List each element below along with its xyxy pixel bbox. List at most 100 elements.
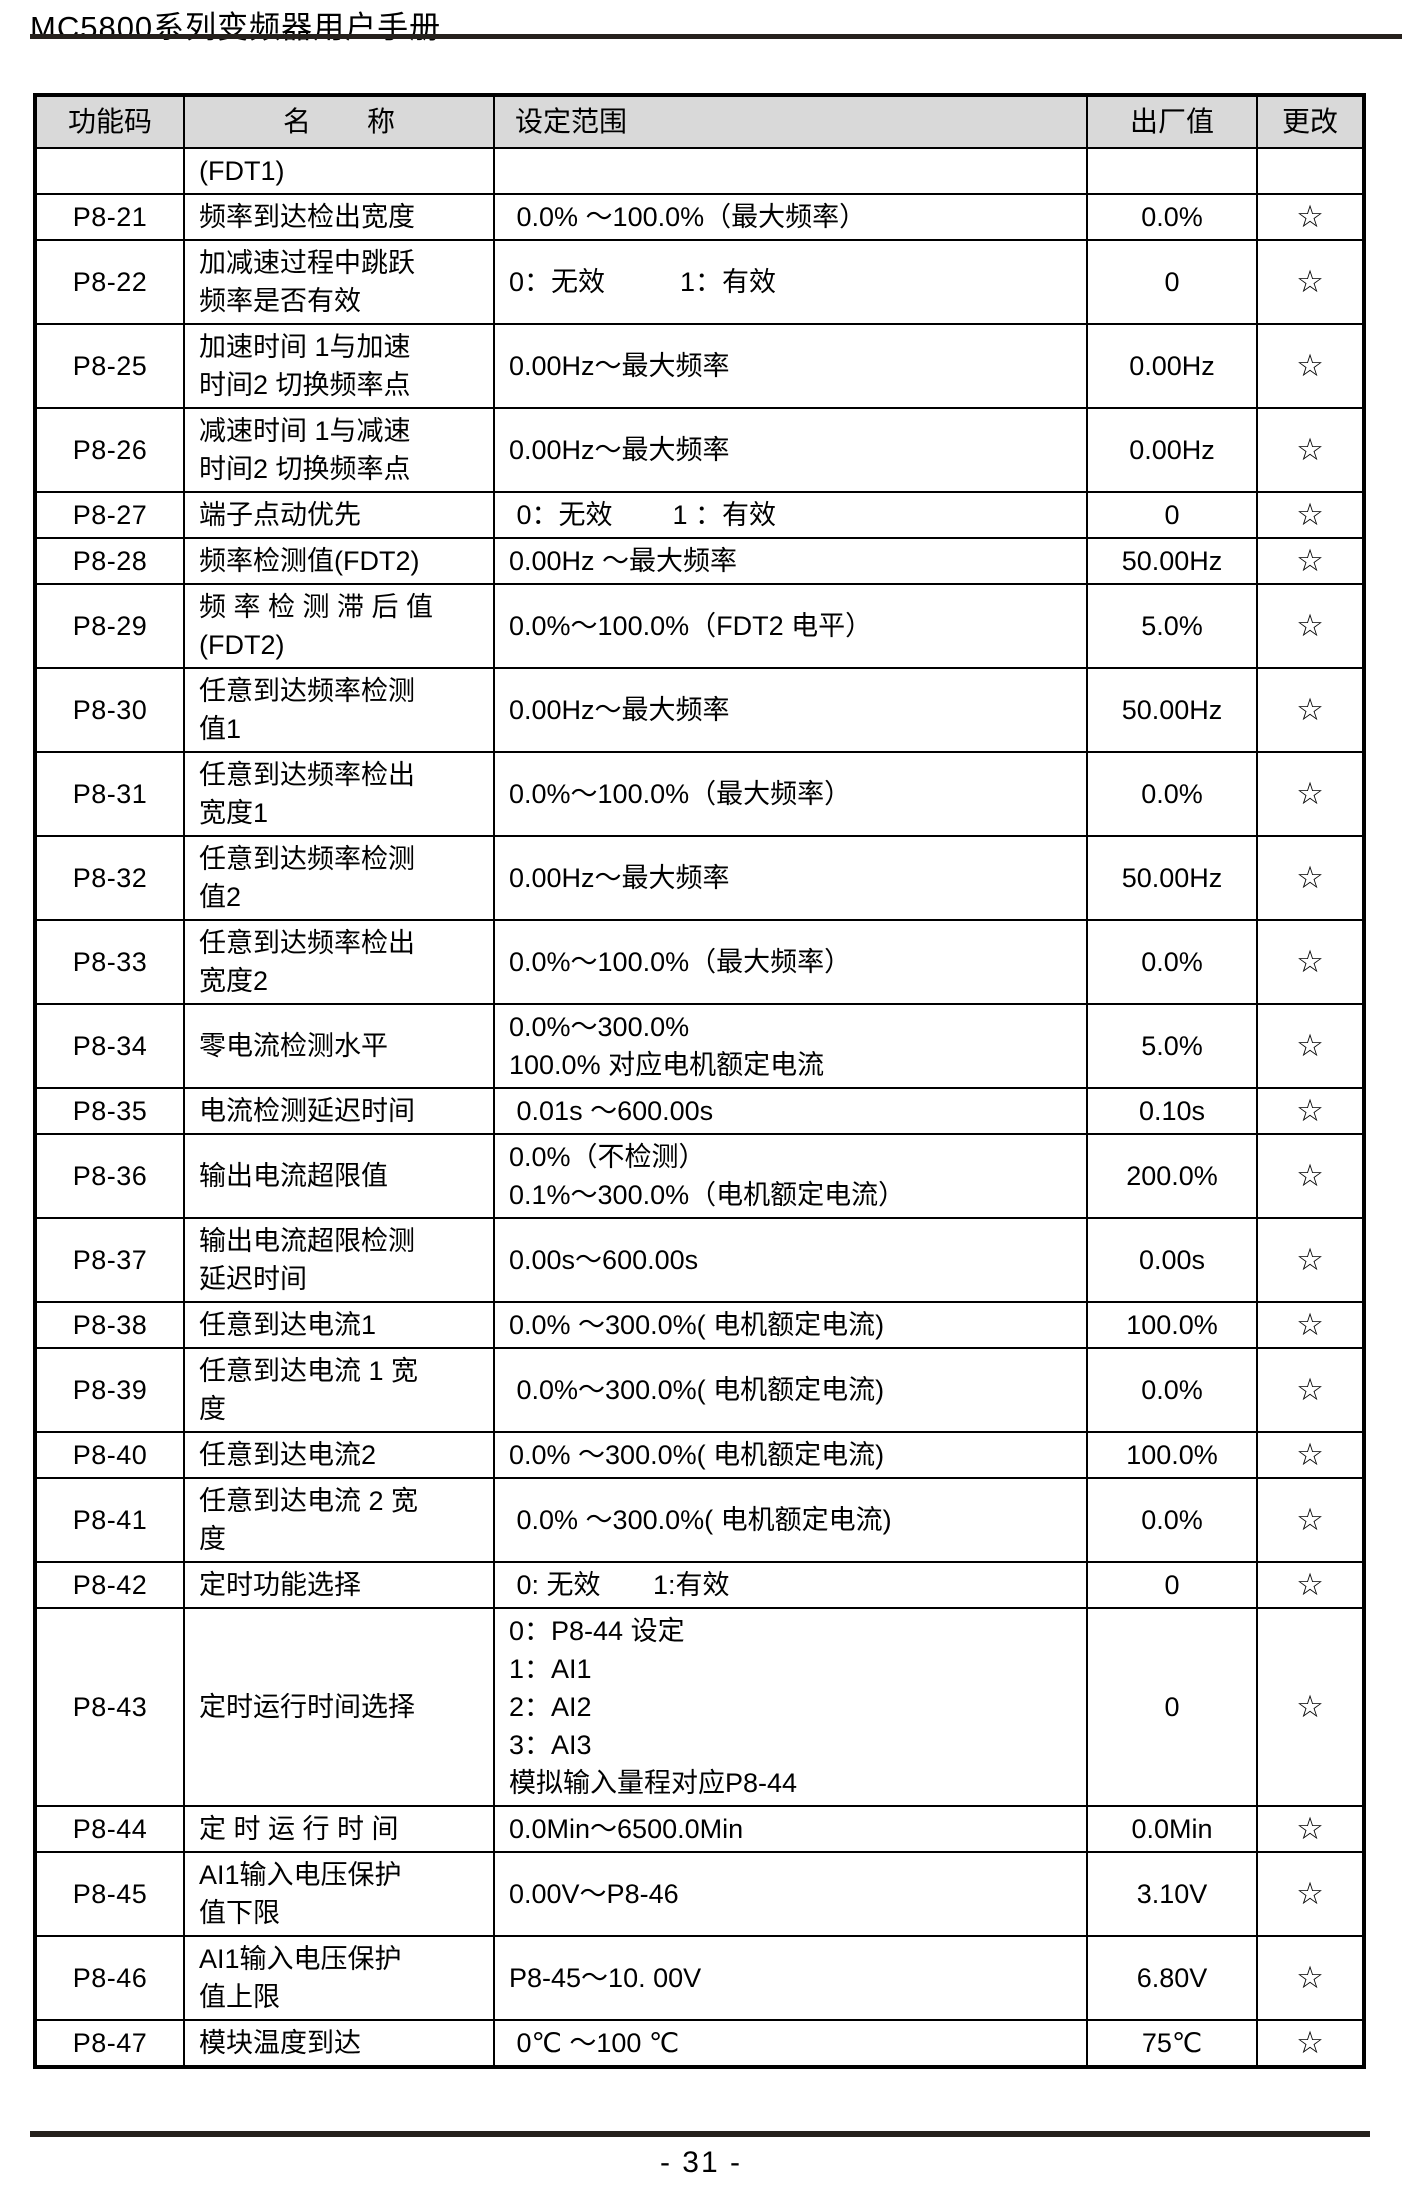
cell-factory-default: 3.10V	[1086, 1851, 1258, 1937]
cell-name: 定 时 运 行 时 间	[183, 1805, 495, 1853]
cell-factory-default: 0.0%	[1086, 1347, 1258, 1433]
cell-setting-range: P8-45～10. 00V	[493, 1935, 1088, 2021]
cell-factory-default: 0.0%	[1086, 193, 1258, 241]
cell-name: 频率检测值(FDT2)	[183, 537, 495, 585]
cell-name: 任意到达电流 1 宽 度	[183, 1347, 495, 1433]
cell-setting-range: 0.0%（不检测） 0.1%～300.0%（电机额定电流）	[493, 1133, 1088, 1219]
cell-factory-default: 0.00Hz	[1086, 407, 1258, 493]
cell-change-star: ☆	[1256, 491, 1365, 539]
cell-change-star: ☆	[1256, 1477, 1365, 1563]
cell-factory-default: 0.00Hz	[1086, 323, 1258, 409]
cell-function-code: P8-25	[34, 323, 185, 409]
cell-change-star: ☆	[1256, 1133, 1365, 1219]
cell-setting-range: 0.0%～300.0%( 电机额定电流)	[493, 1347, 1088, 1433]
cell-factory-default: 0.10s	[1086, 1087, 1258, 1135]
cell-function-code: P8-44	[34, 1805, 185, 1853]
cell-factory-default: 100.0%	[1086, 1301, 1258, 1349]
table-row: P8-38 任意到达电流1 0.0% ～300.0%( 电机额定电流) 100.…	[34, 1301, 1365, 1349]
table-row: P8-37 输出电流超限检测 延迟时间 0.00s～600.00s 0.00s …	[34, 1217, 1365, 1303]
header-factory-default: 出厂值	[1086, 94, 1258, 149]
cell-factory-default: 0	[1086, 1561, 1258, 1609]
cell-change-star: ☆	[1256, 407, 1365, 493]
cell-function-code: P8-42	[34, 1561, 185, 1609]
cell-name: 输出电流超限检测 延迟时间	[183, 1217, 495, 1303]
header-function-code: 功能码	[34, 94, 185, 149]
cell-setting-range: 0.00Hz～最大频率	[493, 835, 1088, 921]
cell-name: 减速时间 1与减速 时间2 切换频率点	[183, 407, 495, 493]
cell-name: 任意到达频率检出 宽度2	[183, 919, 495, 1005]
cell-name: 电流检测延迟时间	[183, 1087, 495, 1135]
cell-setting-range: 0：无效 1：有效	[493, 239, 1088, 325]
table-row: P8-21 频率到达检出宽度 0.0% ～100.0%（最大频率） 0.0% ☆	[34, 193, 1365, 241]
cell-change-star: ☆	[1256, 1003, 1365, 1089]
cell-setting-range: 0: 无效 1:有效	[493, 1561, 1088, 1609]
cell-change-star: ☆	[1256, 193, 1365, 241]
cell-name: 任意到达电流 2 宽 度	[183, 1477, 495, 1563]
cell-function-code: P8-26	[34, 407, 185, 493]
cell-change-star: ☆	[1256, 1087, 1365, 1135]
cell-factory-default: 100.0%	[1086, 1431, 1258, 1479]
cell-function-code: P8-38	[34, 1301, 185, 1349]
cell-factory-default: 50.00Hz	[1086, 537, 1258, 585]
cell-setting-range: 0.0%～100.0%（最大频率）	[493, 919, 1088, 1005]
cell-factory-default: 5.0%	[1086, 1003, 1258, 1089]
cell-function-code: P8-27	[34, 491, 185, 539]
table-row: P8-41 任意到达电流 2 宽 度 0.0% ～300.0%( 电机额定电流)…	[34, 1477, 1365, 1563]
table-row: P8-30 任意到达频率检测 值1 0.00Hz～最大频率 50.00Hz ☆	[34, 667, 1365, 753]
cell-function-code: P8-41	[34, 1477, 185, 1563]
footer-rule	[30, 2131, 1370, 2137]
cell-factory-default: 6.80V	[1086, 1935, 1258, 2021]
table-row: P8-28 频率检测值(FDT2) 0.00Hz ～最大频率 50.00Hz ☆	[34, 537, 1365, 585]
cell-name: 加速时间 1与加速 时间2 切换频率点	[183, 323, 495, 409]
cell-factory-default	[1086, 147, 1258, 195]
cell-factory-default: 200.0%	[1086, 1133, 1258, 1219]
cell-function-code: P8-28	[34, 537, 185, 585]
cell-setting-range: 0.0%～300.0% 100.0% 对应电机额定电流	[493, 1003, 1088, 1089]
cell-name: AI1输入电压保护 值上限	[183, 1935, 495, 2021]
cell-change-star: ☆	[1256, 1935, 1365, 2021]
cell-name: 任意到达频率检测 值1	[183, 667, 495, 753]
cell-setting-range: 0.0% ～300.0%( 电机额定电流)	[493, 1431, 1088, 1479]
header-rule	[30, 34, 1402, 39]
cell-setting-range: 0℃ ～100 ℃	[493, 2019, 1088, 2068]
cell-name: 频率到达检出宽度	[183, 193, 495, 241]
header-change: 更改	[1256, 94, 1365, 149]
table-row: P8-40 任意到达电流2 0.0% ～300.0%( 电机额定电流) 100.…	[34, 1431, 1365, 1479]
cell-change-star: ☆	[1256, 1347, 1365, 1433]
cell-factory-default: 0	[1086, 1607, 1258, 1807]
cell-factory-default: 0.0%	[1086, 1477, 1258, 1563]
cell-name: 任意到达电流1	[183, 1301, 495, 1349]
cell-name: 模块温度到达	[183, 2019, 495, 2068]
cell-setting-range: 0：P8-44 设定 1：AI1 2：AI2 3：AI3 模拟输入量程对应P8-…	[493, 1607, 1088, 1807]
cell-change-star: ☆	[1256, 835, 1365, 921]
table-row: P8-45 AI1输入电压保护 值下限 0.00V～P8-46 3.10V ☆	[34, 1851, 1365, 1937]
cell-function-code: P8-46	[34, 1935, 185, 2021]
header-row: 功能码 名 称 设定范围 出厂值 更改	[34, 94, 1365, 149]
table-row: (FDT1)	[34, 147, 1365, 195]
cell-factory-default: 75℃	[1086, 2019, 1258, 2068]
table-row: P8-35 电流检测延迟时间 0.01s ～600.00s 0.10s ☆	[34, 1087, 1365, 1135]
cell-function-code: P8-34	[34, 1003, 185, 1089]
cell-name: 加减速过程中跳跃 频率是否有效	[183, 239, 495, 325]
cell-change-star: ☆	[1256, 751, 1365, 837]
cell-change-star: ☆	[1256, 239, 1365, 325]
table-row: P8-36 输出电流超限值 0.0%（不检测） 0.1%～300.0%（电机额定…	[34, 1133, 1365, 1219]
cell-setting-range: 0.00Hz～最大频率	[493, 667, 1088, 753]
cell-function-code: P8-47	[34, 2019, 185, 2068]
table-row: P8-25 加速时间 1与加速 时间2 切换频率点 0.00Hz～最大频率 0.…	[34, 323, 1365, 409]
table-row: P8-43 定时运行时间选择 0：P8-44 设定 1：AI1 2：AI2 3：…	[34, 1607, 1365, 1807]
cell-change-star	[1256, 147, 1365, 195]
cell-function-code: P8-35	[34, 1087, 185, 1135]
cell-function-code: P8-40	[34, 1431, 185, 1479]
table-row: P8-26 减速时间 1与减速 时间2 切换频率点 0.00Hz～最大频率 0.…	[34, 407, 1365, 493]
cell-function-code: P8-21	[34, 193, 185, 241]
cell-setting-range: 0.0% ～300.0%( 电机额定电流)	[493, 1301, 1088, 1349]
cell-name: 定时运行时间选择	[183, 1607, 495, 1807]
table-row: P8-31 任意到达频率检出 宽度1 0.0%～100.0%（最大频率） 0.0…	[34, 751, 1365, 837]
cell-factory-default: 0.0%	[1086, 919, 1258, 1005]
cell-name: 端子点动优先	[183, 491, 495, 539]
cell-name: 零电流检测水平	[183, 1003, 495, 1089]
cell-function-code: P8-36	[34, 1133, 185, 1219]
table-row: P8-33 任意到达频率检出 宽度2 0.0%～100.0%（最大频率） 0.0…	[34, 919, 1365, 1005]
table-row: P8-34 零电流检测水平 0.0%～300.0% 100.0% 对应电机额定电…	[34, 1003, 1365, 1089]
